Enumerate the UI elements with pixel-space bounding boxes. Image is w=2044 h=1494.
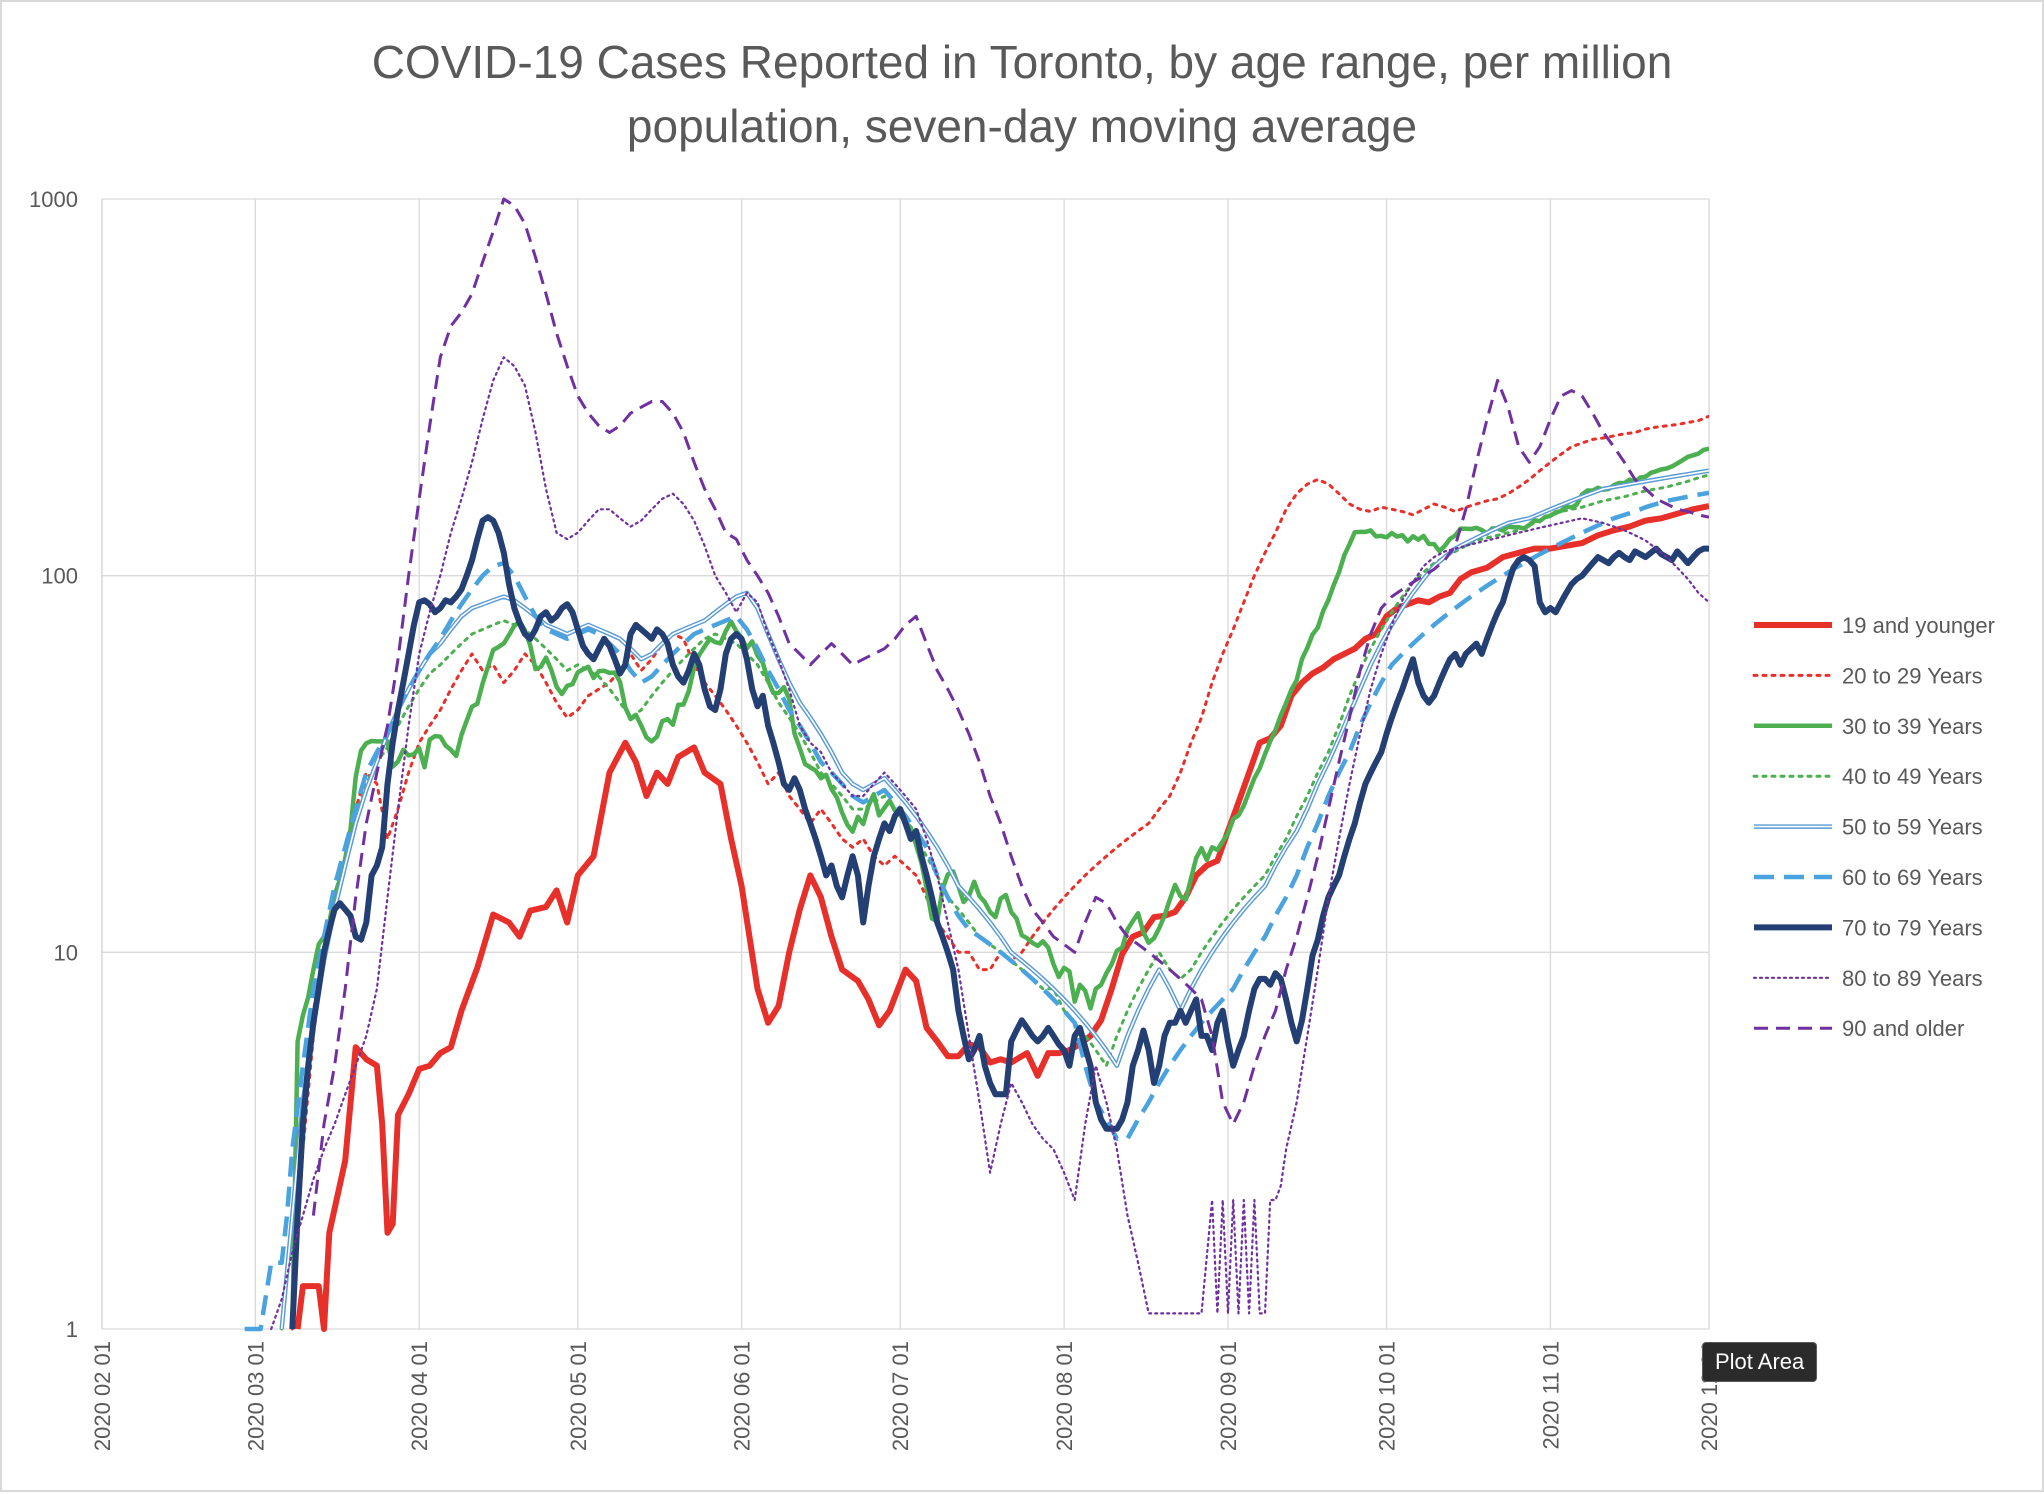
legend-label: 30 to 39 Years bbox=[1842, 714, 1983, 739]
series-line-inner-50-to-59-years bbox=[280, 469, 1709, 1330]
legend-label: 60 to 69 Years bbox=[1842, 865, 1983, 890]
legend-label: 90 and older bbox=[1842, 1016, 1964, 1041]
grid-lines bbox=[101, 198, 1710, 1330]
x-tick-label: 2020 03 01 bbox=[243, 1341, 268, 1451]
legend-label: 20 to 29 Years bbox=[1842, 663, 1983, 688]
x-tick-label-group: 2020 11 01 bbox=[1538, 1341, 1563, 1449]
x-tick-label: 2020 05 01 bbox=[566, 1341, 591, 1451]
x-tick-label: 2020 04 01 bbox=[407, 1341, 432, 1451]
legend-label: 40 to 49 Years bbox=[1842, 764, 1983, 789]
x-tick-label: 2020 07 01 bbox=[888, 1341, 913, 1451]
series-line-19-and-younger bbox=[294, 503, 1709, 1332]
series-line-70-to-79-years bbox=[289, 514, 1709, 1330]
y-tick-label: 1000 bbox=[29, 187, 78, 212]
y-tick-label: 100 bbox=[41, 564, 78, 589]
series-line-60-to-69-years bbox=[244, 490, 1709, 1332]
y-tick-label: 10 bbox=[54, 940, 78, 965]
y-tick-label: 1 bbox=[66, 1317, 78, 1342]
x-tick-label-group: 2020 07 01 bbox=[888, 1341, 913, 1451]
x-tick-label-group: 2020 10 01 bbox=[1375, 1341, 1400, 1451]
legend-label: 19 and younger bbox=[1842, 613, 1995, 638]
series-line-40-to-49-years bbox=[280, 473, 1709, 1331]
series-line-90-and-older bbox=[311, 197, 1709, 1216]
plot-area-tooltip: Plot Area bbox=[1702, 1342, 1818, 1382]
x-tick-label-group: 2020 06 01 bbox=[730, 1341, 755, 1451]
legend-label: 50 to 59 Years bbox=[1842, 815, 1983, 840]
x-tick-label-group: 2020 08 01 bbox=[1052, 1341, 1077, 1451]
x-tick-label: 2020 10 01 bbox=[1375, 1341, 1400, 1451]
x-tick-label: 2020 06 01 bbox=[730, 1341, 755, 1451]
x-tick-label-group: 2020 09 01 bbox=[1216, 1341, 1241, 1451]
x-tick-label-group: 2020 05 01 bbox=[566, 1341, 591, 1451]
x-tick-label-group: 2020 02 01 bbox=[90, 1341, 115, 1451]
legend-label: 70 to 79 Years bbox=[1842, 915, 1983, 940]
x-tick-label-group: 2020 04 01 bbox=[407, 1341, 432, 1451]
x-tick-label: 2020 08 01 bbox=[1052, 1341, 1077, 1451]
x-tick-label: 2020 09 01 bbox=[1216, 1341, 1241, 1451]
x-tick-label-group: 2020 03 01 bbox=[243, 1341, 268, 1451]
chart-title-line-1: COVID-19 Cases Reported in Toronto, by a… bbox=[372, 36, 1673, 88]
series-line-80-to-89-years bbox=[270, 356, 1709, 1331]
legend: 19 and younger 20 to 29 Years 30 to 39 Yea… bbox=[1752, 613, 1995, 1041]
chart-title-line-2: population, seven-day moving average bbox=[627, 100, 1417, 152]
axes: 2020 02 01 2020 03 01 2020 04 01 2020 05 01… bbox=[29, 187, 1722, 1451]
plot-area[interactable] bbox=[244, 197, 1709, 1332]
x-tick-label: 2020 02 01 bbox=[90, 1341, 115, 1451]
legend-label: 80 to 89 Years bbox=[1842, 966, 1983, 991]
x-tick-label: 2020 11 01 bbox=[1538, 1341, 1563, 1449]
